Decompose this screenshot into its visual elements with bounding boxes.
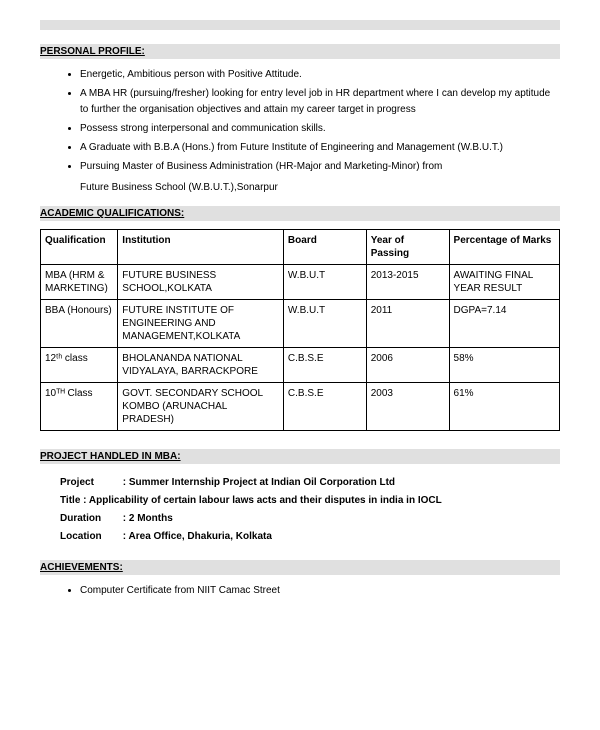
list-item: A Graduate with B.B.A (Hons.) from Futur… (80, 140, 560, 156)
table-row: MBA (HRM & MARKETING) FUTURE BUSINESS SC… (41, 265, 560, 300)
project-value: : Summer Internship Project at Indian Oi… (123, 477, 395, 488)
table-row: 12ᵗʰ class BHOLANANDA NATIONAL VIDYALAYA… (41, 348, 560, 383)
cell: C.B.S.E (283, 348, 366, 383)
col-qualification: Qualification (41, 230, 118, 265)
cell: FUTURE BUSINESS SCHOOL,KOLKATA (118, 265, 284, 300)
cell: BBA (Honours) (41, 300, 118, 348)
list-item: Possess strong interpersonal and communi… (80, 121, 560, 137)
list-item: A MBA HR (pursuing/fresher) looking for … (80, 86, 560, 118)
project-label: Project (60, 474, 120, 492)
cell: W.B.U.T (283, 300, 366, 348)
top-divider-bar (40, 20, 560, 30)
list-item: Computer Certificate from NIIT Camac Str… (80, 583, 560, 599)
achievements-list: Computer Certificate from NIIT Camac Str… (80, 583, 560, 599)
col-institution: Institution (118, 230, 284, 265)
cell: 2011 (366, 300, 449, 348)
personal-profile-heading: PERSONAL PROFILE: (40, 44, 560, 59)
list-item: Energetic, Ambitious person with Positiv… (80, 67, 560, 83)
table-row: 10ᵀᴴ Class GOVT. SECONDARY SCHOOL KOMBO … (41, 383, 560, 431)
cell: 2003 (366, 383, 449, 431)
academic-table: Qualification Institution Board Year of … (40, 229, 560, 431)
cell: MBA (HRM & MARKETING) (41, 265, 118, 300)
list-item: Pursuing Master of Business Administrati… (80, 159, 560, 175)
academic-heading: ACADEMIC QUALIFICATIONS: (40, 206, 560, 221)
cell: AWAITING FINAL YEAR RESULT (449, 265, 559, 300)
cell: DGPA=7.14 (449, 300, 559, 348)
cell: 58% (449, 348, 559, 383)
bullet-continuation: Future Business School (W.B.U.T.),Sonarp… (80, 180, 560, 196)
cell: BHOLANANDA NATIONAL VIDYALAYA, BARRACKPO… (118, 348, 284, 383)
cell: 61% (449, 383, 559, 431)
location-value: : Area Office, Dhakuria, Kolkata (123, 531, 272, 542)
col-board: Board (283, 230, 366, 265)
cell: 12ᵗʰ class (41, 348, 118, 383)
duration-label: Duration (60, 510, 120, 528)
table-row: BBA (Honours) FUTURE INSTITUTE OF ENGINE… (41, 300, 560, 348)
project-title: Title : Applicability of certain labour … (60, 495, 442, 506)
personal-profile-list: Energetic, Ambitious person with Positiv… (80, 67, 560, 175)
location-label: Location (60, 528, 120, 546)
cell: FUTURE INSTITUTE OF ENGINEERING AND MANA… (118, 300, 284, 348)
cell: 2013-2015 (366, 265, 449, 300)
col-percentage: Percentage of Marks (449, 230, 559, 265)
cell: 2006 (366, 348, 449, 383)
project-heading: PROJECT HANDLED IN MBA: (40, 449, 560, 464)
cell: C.B.S.E (283, 383, 366, 431)
duration-value: : 2 Months (123, 513, 173, 524)
cell: GOVT. SECONDARY SCHOOL KOMBO (ARUNACHAL … (118, 383, 284, 431)
cell: 10ᵀᴴ Class (41, 383, 118, 431)
project-details: Project : Summer Internship Project at I… (60, 474, 560, 546)
table-header-row: Qualification Institution Board Year of … (41, 230, 560, 265)
cell: W.B.U.T (283, 265, 366, 300)
col-year: Year of Passing (366, 230, 449, 265)
achievements-heading: ACHIEVEMENTS: (40, 560, 560, 575)
